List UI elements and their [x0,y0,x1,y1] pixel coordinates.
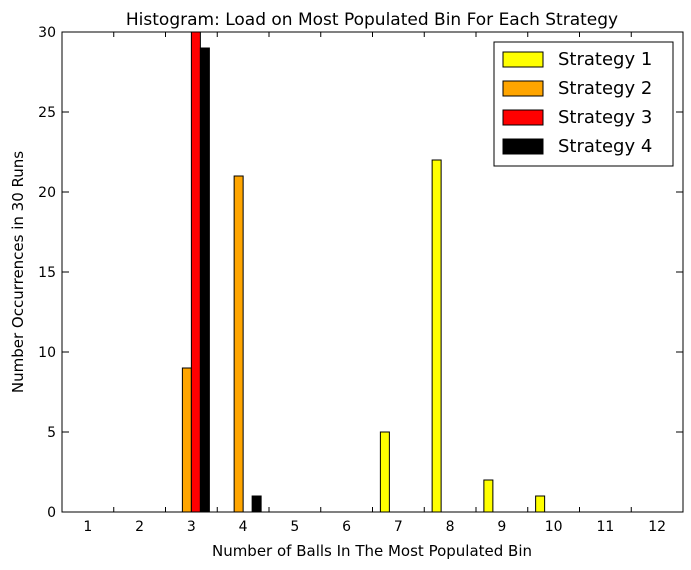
x-tick-label: 7 [394,519,403,535]
legend-swatch [502,138,544,155]
x-tick-label: 2 [135,519,144,535]
legend-label: Strategy 1 [558,49,652,70]
bar-strategy-2-3 [181,367,192,513]
x-tick-label: 8 [446,519,455,535]
x-tick-label: 1 [83,519,92,535]
legend-swatch [502,109,544,126]
bar-strategy-1-9 [483,479,494,513]
y-tick-label: 0 [47,505,56,521]
x-axis-label: Number of Balls In The Most Populated Bi… [212,542,532,560]
bars-group [181,31,546,513]
bar-strategy-2-4 [233,175,244,513]
chart-title: Histogram: Load on Most Populated Bin Fo… [126,10,618,30]
bar-strategy-1-8 [431,159,442,513]
y-axis: 0 5 10 15 20 25 30 [38,25,683,521]
x-tick-label: 5 [290,519,299,535]
x-axis: 1 2 3 4 5 6 7 8 9 10 11 12 [83,32,666,535]
y-tick-label: 15 [38,265,56,281]
bar-strategy-1-7 [379,431,390,513]
legend-label: Strategy 4 [558,136,652,157]
legend-swatch [502,51,544,68]
bar-strategy-4-3 [199,47,210,513]
x-tick-label: 6 [342,519,351,535]
legend-label: Strategy 2 [558,78,652,99]
y-tick-label: 5 [47,425,56,441]
bar-strategy-1-10 [535,495,546,513]
y-axis-label: Number Occurrences in 30 Runs [9,151,27,393]
bar-strategy-4-4 [251,495,262,513]
y-tick-label: 30 [38,25,56,41]
legend-label: Strategy 3 [558,107,652,128]
y-tick-label: 25 [38,105,56,121]
x-tick-label: 10 [545,519,563,535]
x-tick-label: 12 [648,519,666,535]
y-tick-label: 20 [38,185,56,201]
x-tick-label: 3 [187,519,196,535]
bar-strategy-3-3 [190,31,201,513]
legend-swatch [502,80,544,97]
x-tick-label: 4 [239,519,248,535]
y-tick-label: 10 [38,345,56,361]
x-tick-label: 11 [596,519,614,535]
x-tick-label: 9 [497,519,506,535]
legend: Strategy 1 Strategy 2 Strategy 3 Strategy 4 [493,41,674,167]
